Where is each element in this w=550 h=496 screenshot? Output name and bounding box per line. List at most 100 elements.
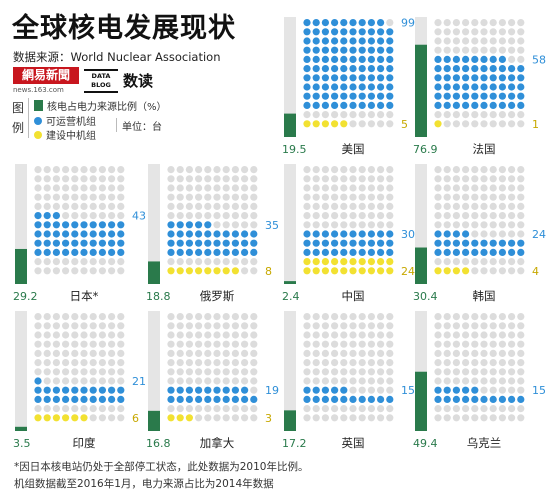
empty-dot [195,322,203,330]
operable-dot [462,65,470,73]
operable-dot [312,19,320,27]
empty-dot [498,230,506,238]
empty-dot [331,111,339,119]
brand-url: news.163.com [13,86,64,94]
empty-dot [108,368,116,376]
empty-dot [471,331,479,339]
operable-count-label: 21 [132,375,146,388]
empty-dot [358,414,366,422]
empty-dot [89,322,97,330]
operable-dot [462,83,470,91]
footnote-japan: *因日本核电站仍处于全部停工状态，此处数据为2010年比例。 [14,461,309,473]
empty-dot [471,230,479,238]
empty-dot [231,193,239,201]
empty-dot [176,405,184,413]
empty-dot [367,166,375,174]
operable-dot [117,386,125,394]
operable-dot [43,212,51,220]
operable-dot [231,230,239,238]
operable-dot [80,221,88,229]
share-bar-fill [415,371,427,431]
share-percent-label: 3.5 [13,437,31,450]
operable-dot [98,386,106,394]
empty-dot [204,202,212,210]
operable-dot [443,74,451,82]
empty-dot [108,267,116,275]
operable-dot [358,37,366,45]
construction-dot [340,120,348,128]
empty-dot [176,258,184,266]
operable-dot [176,386,184,394]
empty-dot [471,340,479,348]
operable-dot [349,230,357,238]
empty-dot [489,202,497,210]
empty-dot [80,405,88,413]
empty-dot [222,221,230,229]
empty-dot [386,202,394,210]
empty-dot [312,322,320,330]
empty-dot [213,322,221,330]
operable-dot [377,92,385,100]
country-label: 乌克兰 [467,436,502,450]
legend-operable-dot [34,116,42,125]
operable-dot [508,248,516,256]
empty-dot [89,368,97,376]
empty-dot [52,313,61,321]
empty-dot [462,340,470,348]
operable-dot [434,248,442,256]
empty-dot [117,202,125,210]
empty-dot [250,193,258,201]
share-bar-track [148,164,160,284]
empty-dot [452,221,460,229]
construction-dot [62,414,70,422]
operable-count-label: 35 [265,219,279,232]
operable-dot [167,221,175,229]
empty-dot [222,414,230,422]
operable-dot [52,395,61,403]
empty-dot [443,37,451,45]
operable-dot [222,230,230,238]
data-blog-badge: DATA BLOG [84,69,118,93]
empty-dot [204,414,212,422]
empty-dot [117,184,125,192]
empty-dot [312,359,320,367]
empty-dot [62,377,70,385]
empty-dot [71,212,79,220]
construction-count-label: 5 [401,118,408,131]
empty-dot [89,405,97,413]
empty-dot [43,184,51,192]
empty-dot [71,349,79,357]
empty-dot [321,414,329,422]
empty-dot [517,28,525,36]
operable-dot [331,395,339,403]
operable-dot [434,74,442,82]
operable-dot [358,395,366,403]
empty-dot [480,212,488,220]
empty-dot [222,202,230,210]
empty-dot [498,349,506,357]
empty-dot [241,202,249,210]
empty-dot [331,368,339,376]
empty-dot [367,386,375,394]
empty-dot [231,313,239,321]
empty-dot [185,166,193,174]
empty-dot [117,414,125,422]
operable-dot [443,386,451,394]
empty-dot [480,202,488,210]
empty-dot [508,111,516,119]
operable-dot [340,37,348,45]
country-label: 中国 [342,289,365,303]
empty-dot [386,221,394,229]
construction-dot [71,414,79,422]
empty-dot [480,166,488,174]
operable-dot [185,395,193,403]
empty-dot [462,111,470,119]
empty-dot [108,166,116,174]
operable-dot [358,248,366,256]
operable-dot [195,221,203,229]
operable-dot [349,74,357,82]
empty-dot [480,386,488,394]
empty-dot [462,221,470,229]
empty-dot [89,202,97,210]
operable-dot [471,65,479,73]
